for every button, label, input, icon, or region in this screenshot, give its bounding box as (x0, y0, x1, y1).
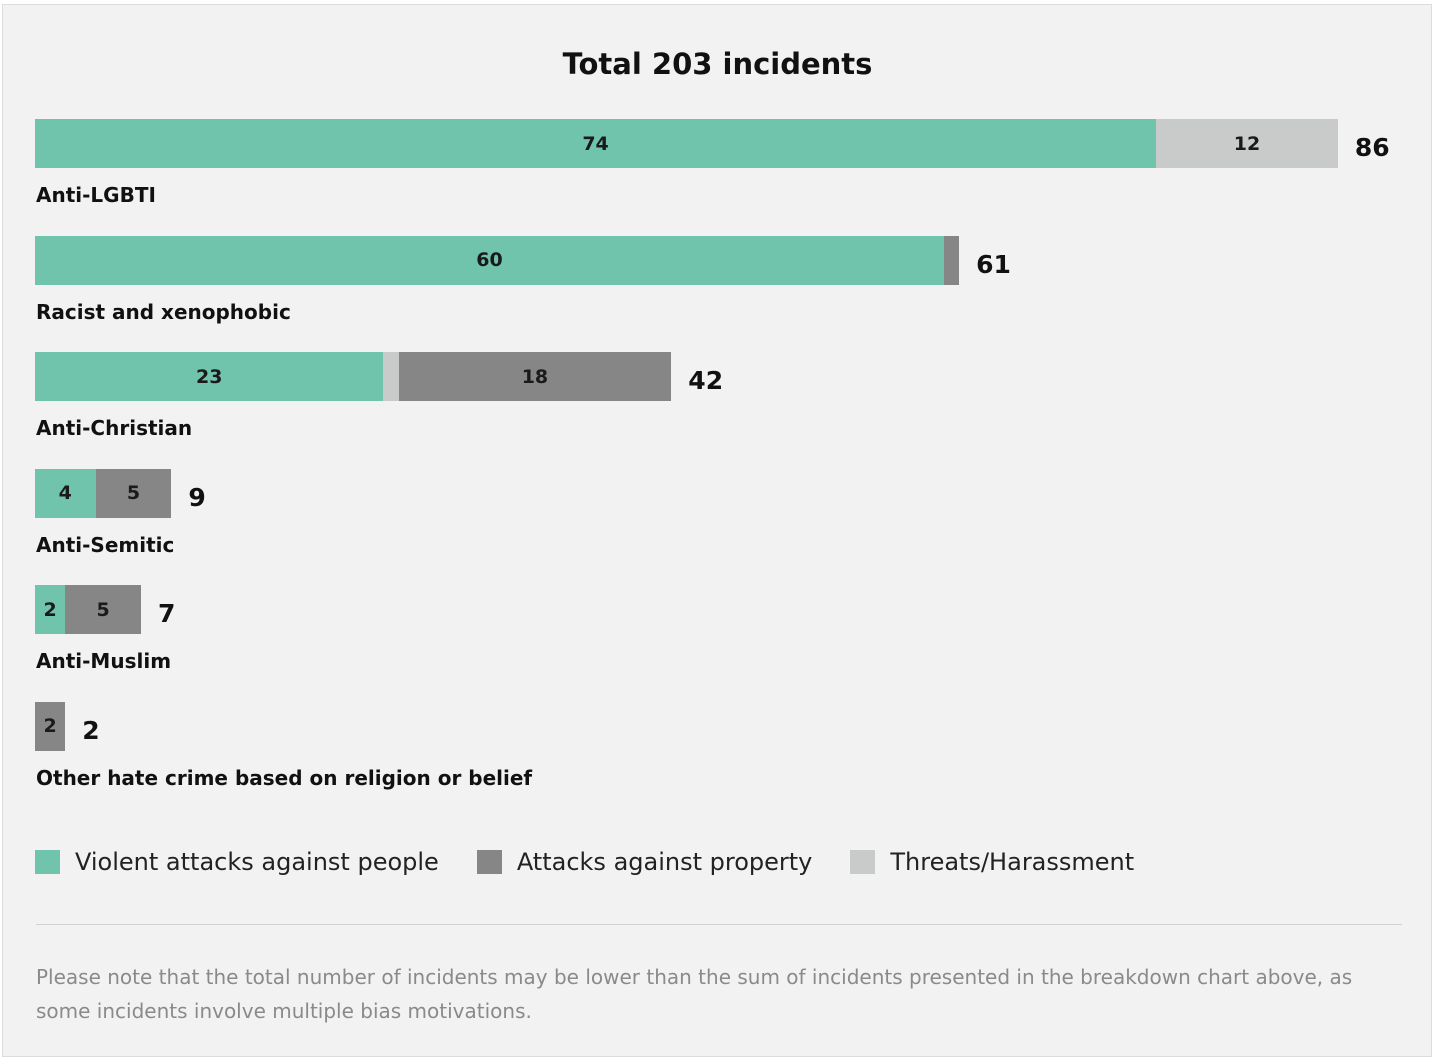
legend-item-threats: Threats/Harassment (850, 848, 1134, 876)
bar-value-label: 12 (1233, 132, 1261, 155)
category-label: Anti-LGBTI (36, 183, 156, 207)
bar-value-label: 23 (195, 365, 223, 388)
bar-segment-property: 5 (95, 468, 172, 518)
bar-segment-violent: 2 (35, 585, 66, 634)
bar-value-label: 2 (43, 715, 57, 737)
category-label: Anti-Christian (36, 416, 193, 440)
bar-segment-threats: 12 (1156, 119, 1338, 168)
category-label: Anti-Muslim (36, 649, 172, 673)
bar-value-label: 60 (476, 249, 503, 271)
bar-total-label: 42 (688, 366, 724, 395)
bar-chart-area: 74 12 86 Anti-LGBTI 60 61 Racist and xenophobi… (35, 119, 1390, 790)
legend-swatch-property (476, 850, 502, 874)
legend-item-property: Attacks against property (476, 848, 813, 876)
bar-total-label: 9 (188, 482, 206, 512)
bar-value-label: 74 (582, 132, 609, 155)
bar-value-label: 5 (96, 598, 110, 621)
legend-swatch-violent (35, 850, 60, 874)
chart-title: Total 203 incidents (562, 47, 873, 81)
bar-total-label: 7 (158, 599, 176, 628)
category-label: Anti-Semitic (36, 532, 175, 557)
category-label: Racist and xenophobic (36, 299, 291, 324)
legend-label-property: Attacks against property (516, 848, 813, 876)
bar-segment-property: 5 (65, 585, 142, 634)
legend-item-violent: Violent attacks against people (35, 848, 439, 876)
legend-swatch-threats (850, 850, 876, 874)
bar-total-label: 86 (1354, 133, 1390, 162)
bar-segment-property (944, 235, 960, 285)
bar-segment-violent: 4 (35, 468, 96, 518)
bar-segment-violent: 74 (35, 119, 1157, 168)
bar-value-label: 18 (521, 365, 549, 388)
chart-panel (2, 4, 1432, 1057)
bar-value-label: 5 (126, 482, 141, 504)
legend-label-threats: Threats/Harassment (890, 848, 1135, 876)
category-label: Other hate crime based on religion or be… (36, 765, 533, 790)
legend-label-violent: Violent attacks against people (75, 848, 439, 876)
bar-value-label: 4 (58, 482, 72, 504)
bar-segment-threats (383, 352, 399, 401)
bar-value-label: 2 (43, 598, 57, 621)
bar-segment-property: 18 (398, 352, 672, 401)
bar-total-label: 2 (82, 715, 100, 745)
footnote: Please note that the total number of inc… (36, 965, 1353, 1023)
chart-legend: Violent attacks against people Attacks a… (35, 848, 1172, 876)
divider (36, 924, 1402, 925)
bar-segment-violent: 60 (35, 235, 944, 285)
bar-segment-violent: 23 (35, 352, 384, 401)
bar-total-label: 61 (976, 249, 1011, 279)
bar-segment-property: 2 (35, 701, 66, 751)
